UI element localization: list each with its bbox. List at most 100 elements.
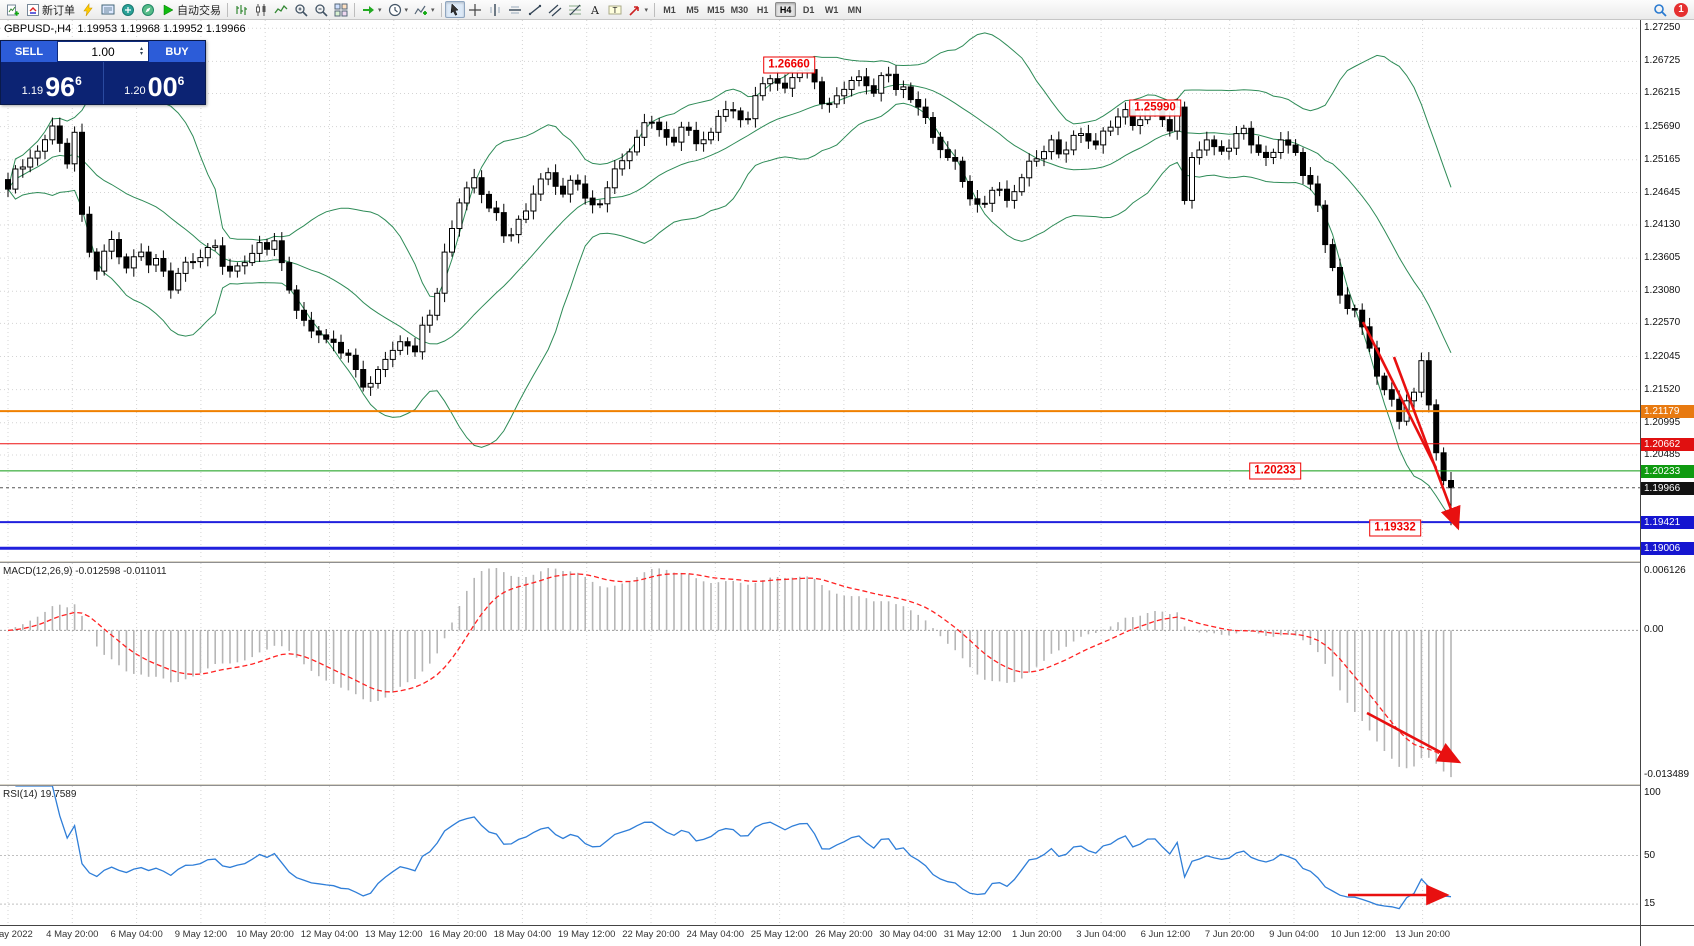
price-axis-badge: 1.19006	[1641, 542, 1694, 556]
arrow-tools-caret-icon: ▾	[644, 6, 649, 14]
price-callout[interactable]: 1.26660	[763, 56, 815, 74]
pane-separator[interactable]	[0, 560, 1694, 563]
new-chart-icon	[6, 3, 20, 17]
time-label: 31 May 12:00	[943, 929, 1002, 940]
rsi-panel[interactable]	[0, 786, 1640, 925]
buy-price[interactable]: 1.20 00 6	[104, 62, 206, 104]
zoom-in-icon	[294, 3, 308, 17]
time-label: 10 Jun 12:00	[1330, 929, 1386, 940]
text-icon: A	[588, 3, 602, 17]
search-icon	[1653, 3, 1667, 17]
line-chart-button[interactable]	[271, 1, 291, 18]
rsi-scale-50: 50	[1644, 849, 1656, 861]
buy-button[interactable]: BUY	[149, 41, 205, 62]
sell-price[interactable]: 1.19 96 6	[1, 62, 104, 104]
macd-scale-min: -0.013489	[1644, 769, 1690, 780]
timeframe-m15-button[interactable]: M15	[705, 2, 727, 17]
time-label: 26 May 20:00	[815, 929, 873, 940]
fibonacci-button[interactable]	[565, 1, 585, 18]
price-callout[interactable]: 1.25990	[1129, 99, 1181, 117]
sell-button[interactable]: SELL	[1, 41, 57, 62]
time-label: 13 May 12:00	[365, 929, 423, 940]
channel-icon	[548, 3, 562, 17]
auto-scroll-button[interactable]: ▾	[358, 1, 385, 18]
indicators-button[interactable]: ▾	[411, 1, 438, 18]
timeframe-h1-button[interactable]: H1	[752, 2, 773, 17]
price-axis-tick: 1.25165	[1644, 153, 1681, 165]
price-axis-tick: 1.22045	[1644, 350, 1681, 362]
time-label: 4 May 20:00	[46, 929, 99, 940]
data-window-icon	[121, 3, 135, 17]
toolbar-separator	[440, 2, 442, 17]
time-label: 18 May 04:00	[493, 929, 552, 940]
macd-scale-max: 0.006126	[1644, 565, 1686, 576]
tile-windows-button[interactable]	[331, 1, 351, 18]
periods-clock-caret-icon: ▾	[404, 6, 409, 14]
wizard-button[interactable]	[78, 1, 98, 18]
time-label: 3 Jun 04:00	[1076, 929, 1126, 940]
time-label: 13 Jun 20:00	[1395, 929, 1451, 940]
market-watch-icon	[101, 3, 115, 17]
timeframe-h4-button[interactable]: H4	[775, 2, 797, 17]
zoom-in-button[interactable]	[291, 1, 311, 18]
bar-chart-button[interactable]	[231, 1, 251, 18]
time-axis: 4 May 2022 4 May 20:00 6 May 04:00 9 May 12…	[0, 927, 1640, 945]
autotrading-label: 自动交易	[177, 4, 221, 17]
price-axis-tick: 1.23605	[1644, 252, 1681, 264]
trend-line-button[interactable]	[525, 1, 545, 18]
price-callout[interactable]: 1.20233	[1249, 462, 1301, 480]
new-order-button[interactable]: 新订单	[23, 1, 78, 18]
timeframe-w1-button[interactable]: W1	[821, 2, 842, 17]
horizontal-line-button[interactable]	[505, 1, 525, 18]
price-axis-badge: 1.20662	[1641, 437, 1694, 451]
zoom-out-button[interactable]	[311, 1, 331, 18]
vertical-line-icon	[488, 3, 502, 17]
text-button[interactable]: A	[585, 1, 605, 18]
indicators-caret-icon: ▾	[431, 6, 435, 14]
crosshair-button[interactable]	[465, 1, 485, 18]
lot-spinner[interactable]: ▴ ▾	[139, 45, 143, 57]
time-label: 12 May 04:00	[300, 929, 359, 940]
timeframe-mn-button[interactable]: MN	[844, 2, 865, 17]
price-axis-tick: 1.27250	[1644, 22, 1681, 34]
data-window-button[interactable]	[118, 1, 138, 18]
toolbar-separator	[227, 2, 228, 17]
new-chart-button[interactable]	[3, 1, 23, 18]
price-chart[interactable]	[0, 20, 1640, 560]
lot-size-value: 1.00	[91, 44, 115, 59]
autotrading-button[interactable]: 自动交易	[158, 1, 224, 18]
rsi-scale-100: 100	[1644, 787, 1661, 798]
axis-line	[0, 925, 1694, 926]
toolbar-separator	[654, 2, 656, 17]
timeframe-m5-button[interactable]: M5	[682, 2, 703, 17]
navigator-button[interactable]	[138, 1, 158, 18]
text-label-button[interactable]: T	[605, 1, 625, 18]
price-callout[interactable]: 1.19332	[1369, 519, 1421, 537]
arrow-tools-button[interactable]: ▾	[625, 1, 652, 18]
periods-clock-button[interactable]: ▾	[385, 1, 412, 18]
time-label: 6 May 04:00	[110, 929, 163, 940]
cursor-button[interactable]	[444, 1, 465, 18]
new-order-icon	[26, 3, 40, 17]
price-axis-tick: 1.26725	[1644, 55, 1681, 67]
main-toolbar: 新订单 自动交易 ▾ ▾ ▾ A T ▾ M1 M5 M15 M30 H1 H4 D1 W1 MN 1	[0, 0, 1694, 20]
timeframe-m1-button[interactable]: M1	[659, 2, 680, 17]
crosshair-icon	[468, 3, 482, 17]
market-watch-button[interactable]	[98, 1, 118, 18]
timeframe-d1-button[interactable]: D1	[798, 2, 819, 17]
pane-separator[interactable]	[0, 783, 1694, 786]
channel-button[interactable]	[545, 1, 565, 18]
sell-price-prefix: 1.19	[21, 85, 44, 97]
buy-price-big: 00	[147, 72, 178, 102]
lot-size-input[interactable]: 1.00 ▴ ▾	[58, 42, 148, 61]
chart-ohlc-header: GBPUSD-,H4 1.19953 1.19968 1.19952 1.199…	[4, 23, 246, 35]
price-axis-badge: 1.19421	[1641, 516, 1694, 530]
timeframe-m30-button[interactable]: M30	[729, 2, 751, 17]
notification-badge[interactable]: 1	[1674, 2, 1688, 17]
buy-price-prefix: 1.20	[124, 85, 146, 97]
candle-chart-button[interactable]	[251, 1, 271, 18]
vertical-line-button[interactable]	[485, 1, 505, 18]
search-button[interactable]	[1650, 1, 1670, 18]
macd-panel[interactable]	[0, 563, 1640, 783]
